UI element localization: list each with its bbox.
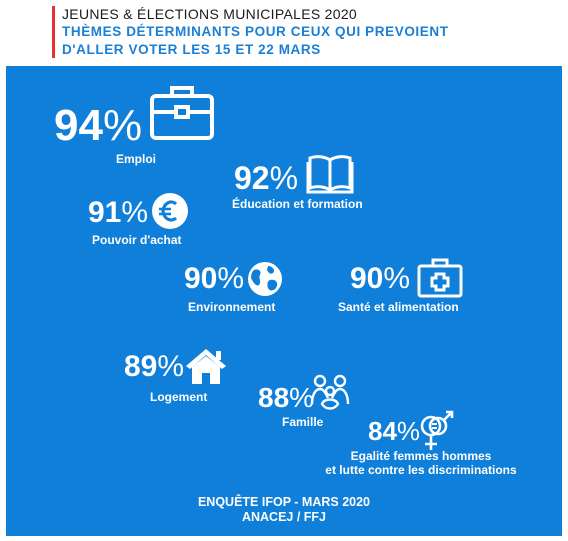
- first-aid-kit-icon: [416, 256, 464, 298]
- value-sante: 90%: [350, 262, 411, 295]
- header-subtitle-line2: D'ALLER VOTER LES 15 ET 22 MARS: [62, 42, 321, 57]
- footer-credit: ANACEJ / FFJ: [241, 510, 327, 524]
- header-title: JEUNES & ÉLECTIONS MUNICIPALES 2020: [62, 6, 357, 22]
- label-egalite: Egalité femmes hommes et lutte contre le…: [322, 449, 520, 477]
- value-education: 92%: [234, 160, 299, 196]
- header-subtitle-line1: THÈMES DÉTERMINANTS POUR CEUX QUI PREVOI…: [62, 24, 449, 39]
- footer-source: ENQUÊTE IFOP - MARS 2020: [197, 495, 371, 509]
- value-environnement: 90%: [184, 262, 245, 295]
- value-pouvoir-achat: 91%: [88, 196, 149, 229]
- book-icon: [306, 152, 354, 194]
- house-icon: [184, 346, 228, 386]
- briefcase-icon: [148, 82, 216, 142]
- value-egalite: 84%: [368, 416, 421, 446]
- value-emploi: 94%: [54, 101, 143, 150]
- label-sante: Santé et alimentation: [338, 300, 459, 314]
- label-famille: Famille: [282, 415, 324, 429]
- euro-icon: [151, 192, 189, 230]
- globe-icon: [246, 260, 284, 298]
- value-famille: 88%: [258, 382, 315, 413]
- label-logement: Logement: [150, 390, 208, 404]
- infographic-panel: 94% Emploi 92% Éducation et formation: [6, 66, 562, 536]
- value-logement: 89%: [124, 350, 185, 383]
- label-education: Éducation et formation: [232, 197, 363, 211]
- label-emploi: Emploi: [116, 152, 157, 166]
- family-icon: [308, 374, 352, 412]
- label-pouvoir-achat: Pouvoir d'achat: [92, 233, 182, 247]
- red-rule: [52, 6, 55, 58]
- label-egalite-line2: et lutte contre les discriminations: [325, 463, 517, 477]
- label-egalite-line1: Egalité femmes hommes: [350, 449, 492, 463]
- header: JEUNES & ÉLECTIONS MUNICIPALES 2020 THÈM…: [0, 0, 568, 64]
- gender-symbols-icon: [416, 410, 456, 452]
- label-environnement: Environnement: [188, 300, 276, 314]
